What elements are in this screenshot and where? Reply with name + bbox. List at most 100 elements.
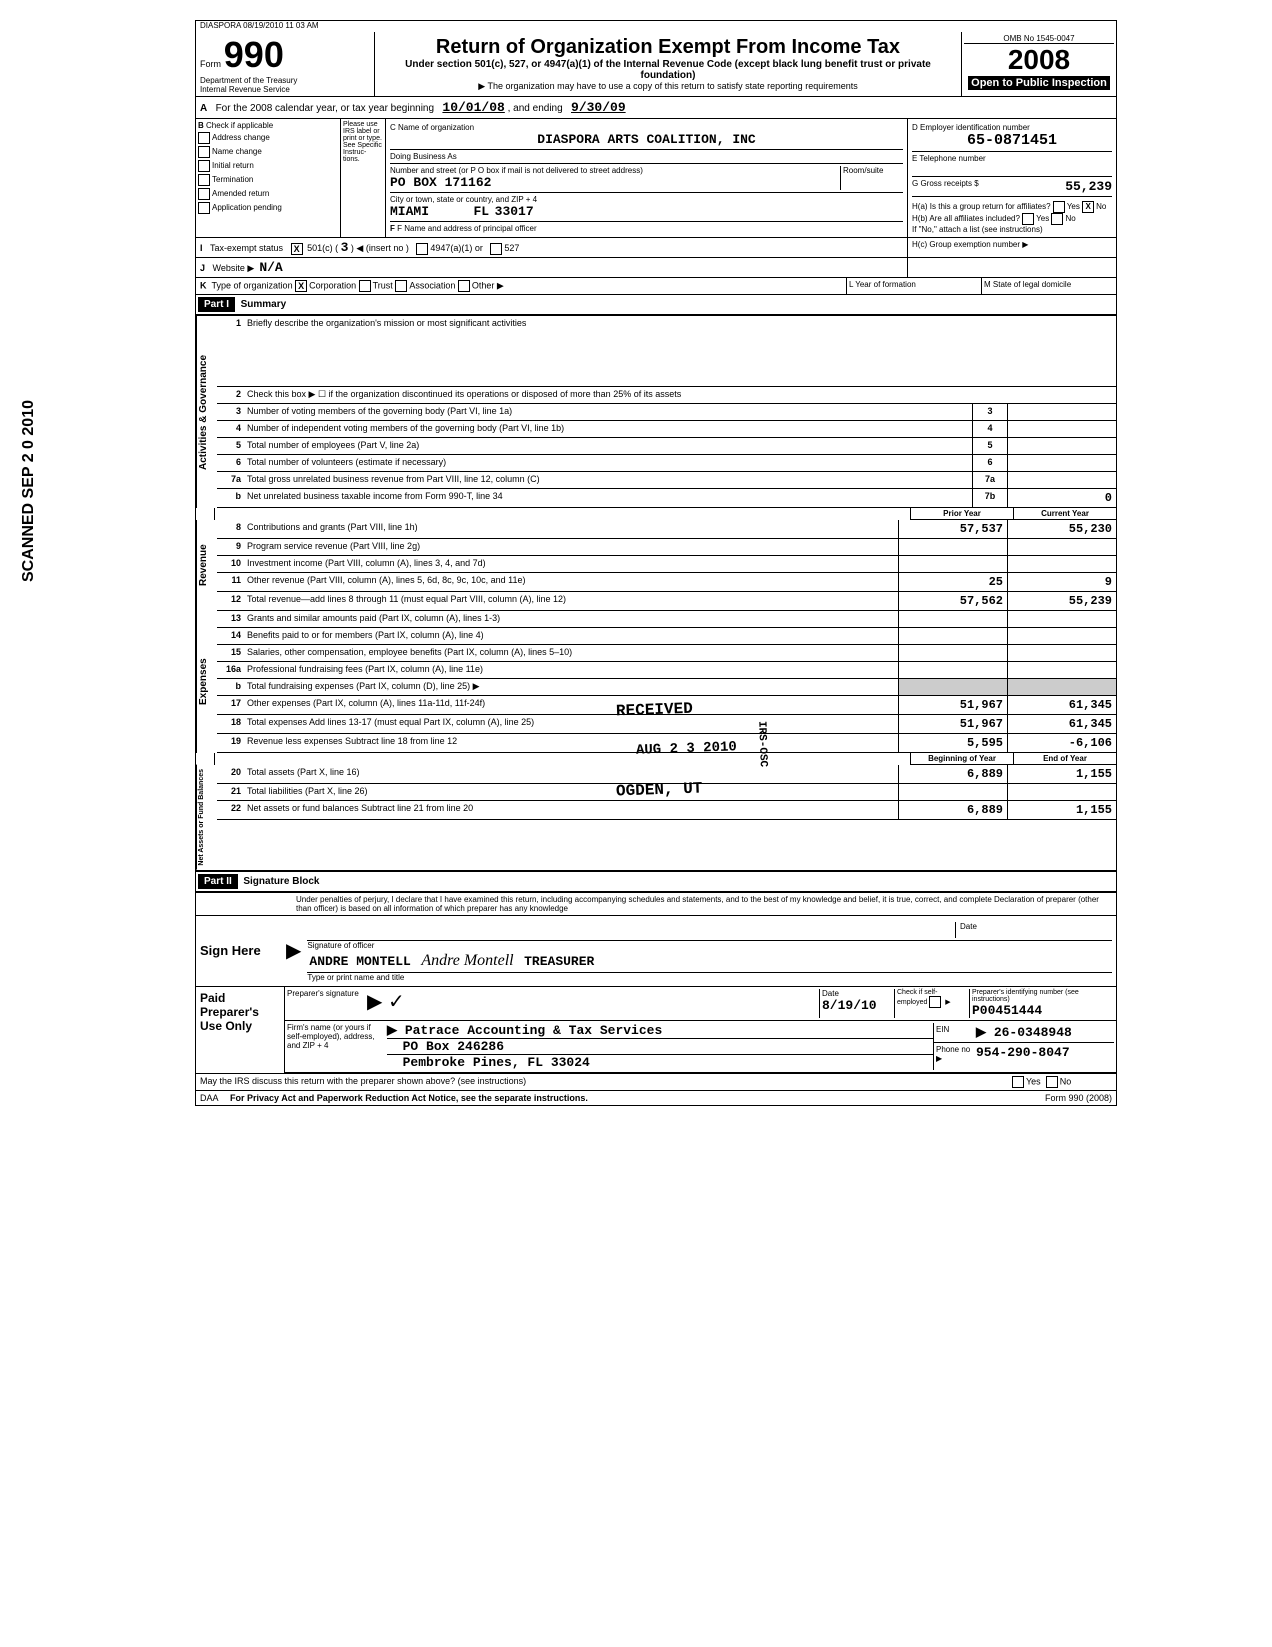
line-14-desc: Benefits paid to or for members (Part IX… — [243, 628, 898, 644]
omb-number: OMB No 1545-0047 — [964, 34, 1114, 44]
label-initial-return: Initial return — [212, 161, 254, 170]
row-j: J Website ▶ N/A — [196, 258, 1116, 278]
form-number: 990 — [224, 34, 284, 75]
checkbox-name-change[interactable] — [198, 146, 210, 158]
expenses-section: Expenses 13Grants and similar amounts pa… — [196, 611, 1116, 753]
checkbox-discuss-yes[interactable] — [1012, 1076, 1024, 1088]
form-header: Form 990 Department of the Treasury Inte… — [196, 32, 1116, 97]
paid-preparer-block: Paid Preparer's Use Only Preparer's sign… — [196, 987, 1116, 1074]
line-7b-desc: Net unrelated business taxable income fr… — [243, 489, 972, 507]
line-19-prior: 5,595 — [898, 734, 1007, 752]
line-1-desc: Briefly describe the organization's miss… — [243, 316, 1116, 386]
part-2-header: Part II Signature Block — [196, 872, 1116, 893]
checkbox-termination[interactable] — [198, 174, 210, 186]
form-990-container: DIASPORA 08/19/2010 11 03 AM Form 990 De… — [195, 20, 1117, 1106]
checkbox-ha-yes[interactable] — [1053, 201, 1065, 213]
trust-label: Trust — [373, 280, 393, 290]
checkbox-discuss-no[interactable] — [1046, 1076, 1058, 1088]
other-label: Other ▶ — [472, 280, 504, 290]
checkbox-other[interactable] — [458, 280, 470, 292]
line-3-desc: Number of voting members of the governin… — [243, 404, 972, 420]
side-label-net: Net Assets or Fund Balances — [196, 765, 217, 870]
line-18-prior: 51,967 — [898, 715, 1007, 733]
ein-value: 65-0871451 — [912, 132, 1112, 149]
room-label: Room/suite — [840, 166, 903, 190]
part2-label: Part II — [198, 874, 238, 889]
perjury-statement: Under penalties of perjury, I declare th… — [196, 893, 1116, 916]
officer-label: F Name and address of principal officer — [397, 224, 536, 233]
line-11-cur: 9 — [1007, 573, 1116, 591]
line-22-desc: Net assets or fund balances Subtract lin… — [243, 801, 898, 819]
501c-label: 501(c) — [307, 243, 333, 253]
net-year-headers: Beginning of Year End of Year — [196, 753, 1116, 765]
zip: 33017 — [495, 204, 534, 219]
checkbox-ha-no[interactable]: X — [1082, 201, 1094, 213]
discuss-yes: Yes — [1026, 1076, 1041, 1086]
firm-phone-label: Phone no ▶ — [936, 1045, 976, 1063]
city: MIAMI — [390, 204, 429, 219]
arrow-icon: ▶ — [286, 938, 301, 963]
check-applicable-label: Check if applicable — [206, 121, 273, 130]
checkbox-initial-return[interactable] — [198, 160, 210, 172]
checkbox-amended[interactable] — [198, 188, 210, 200]
side-label-revenue: Revenue — [196, 520, 217, 611]
firm-label: Firm's name (or yours if self-employed),… — [287, 1023, 387, 1070]
line-19-desc: Revenue less expenses Subtract line 18 f… — [243, 734, 898, 752]
checkbox-assoc[interactable] — [395, 280, 407, 292]
line-20-prior: 6,889 — [898, 765, 1007, 783]
line-17-cur: 61,345 — [1007, 696, 1116, 714]
line-6-box: 6 — [972, 455, 1007, 471]
insert-no: ◀ (insert no ) — [356, 243, 408, 253]
checkbox-self-employed[interactable] — [929, 996, 941, 1008]
line-19-cur: -6,106 — [1007, 734, 1116, 752]
checkbox-501c[interactable]: X — [291, 243, 303, 255]
line-3-box: 3 — [972, 404, 1007, 420]
paid-preparer-label: Paid Preparer's Use Only — [196, 987, 285, 1073]
officer-name: ANDRE MONTELL — [309, 954, 410, 969]
year-formation-label: L Year of formation — [846, 278, 981, 294]
checkbox-527[interactable] — [490, 243, 502, 255]
part1-title: Summary — [241, 299, 287, 310]
line-22-cur: 1,155 — [1007, 801, 1116, 819]
sig-officer-label: Signature of officer — [307, 941, 1112, 950]
section-bcd: B Check if applicable Address change Nam… — [196, 119, 1116, 238]
prep-date-label: Date — [822, 989, 892, 998]
checkbox-corp[interactable]: X — [295, 280, 307, 292]
527-label: 527 — [504, 243, 519, 253]
column-d: D Employer identification number 65-0871… — [908, 119, 1116, 237]
line-21-desc: Total liabilities (Part X, line 26) — [243, 784, 898, 800]
street-address: PO BOX 171162 — [390, 175, 840, 190]
line-18-desc: Total expenses Add lines 13-17 (must equ… — [243, 715, 898, 733]
phone-label: E Telephone number — [912, 154, 1112, 163]
form-ref: Form 990 (2008) — [992, 1093, 1112, 1103]
year-headers: Prior Year Current Year — [196, 508, 1116, 520]
hb-label: H(b) Are all affiliates included? — [912, 214, 1020, 223]
row-a-tax-year: A For the 2008 calendar year, or tax yea… — [196, 97, 1116, 119]
line-8-desc: Contributions and grants (Part VIII, lin… — [243, 520, 898, 538]
firm-addr1: PO Box 246286 — [403, 1039, 504, 1054]
section-f: F F Name and address of principal office… — [390, 222, 903, 235]
activities-governance-section: Activities & Governance 1 Briefly descri… — [196, 316, 1116, 508]
ha-label: H(a) Is this a group return for affiliat… — [912, 202, 1051, 211]
street-label: Number and street (or P O box if mail is… — [390, 166, 840, 175]
line-8-prior: 57,537 — [898, 520, 1007, 538]
pin-label: Preparer's identifying number (see instr… — [972, 989, 1112, 1003]
checkbox-address-change[interactable] — [198, 132, 210, 144]
irs-label: Internal Revenue Service — [200, 85, 370, 94]
checkbox-hb-yes[interactable] — [1022, 213, 1034, 225]
form-title: Return of Organization Exempt From Incom… — [379, 36, 957, 59]
line-17-prior: 51,967 — [898, 696, 1007, 714]
officer-title: TREASURER — [524, 954, 594, 969]
checkbox-hb-no[interactable] — [1051, 213, 1063, 225]
line-20-cur: 1,155 — [1007, 765, 1116, 783]
gross-receipts-value: 55,239 — [979, 179, 1112, 194]
line-7a-desc: Total gross unrelated business revenue f… — [243, 472, 972, 488]
line-18-cur: 61,345 — [1007, 715, 1116, 733]
checkbox-trust[interactable] — [359, 280, 371, 292]
line-9-desc: Program service revenue (Part VIII, line… — [243, 539, 898, 555]
checkbox-pending[interactable] — [198, 202, 210, 214]
checkbox-4947[interactable] — [416, 243, 428, 255]
no-note: If "No," attach a list (see instructions… — [912, 225, 1112, 234]
sig-date-label: Date — [955, 922, 1110, 938]
org-name-label: C Name of organization — [390, 123, 903, 132]
